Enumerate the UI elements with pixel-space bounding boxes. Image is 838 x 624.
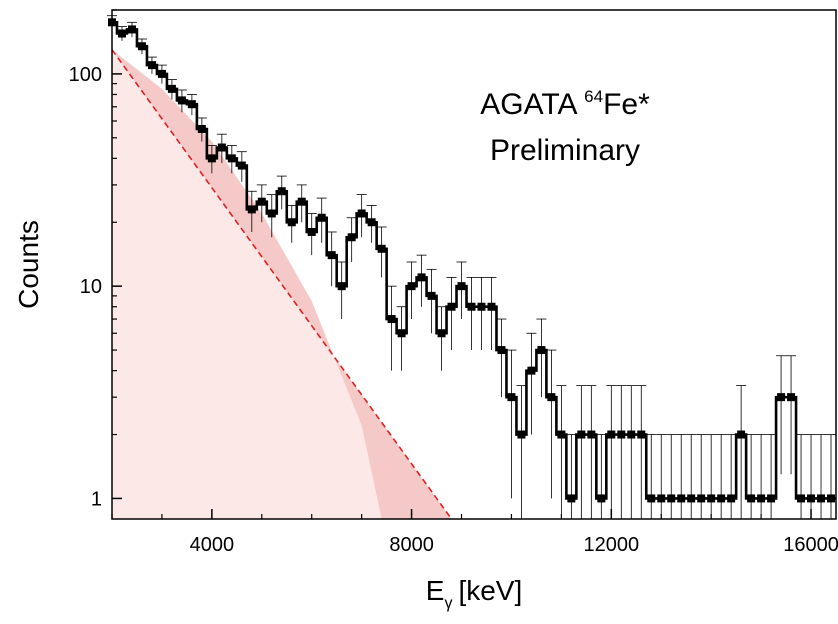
data-point bbox=[707, 494, 716, 503]
data-point bbox=[467, 302, 476, 311]
y-tick-label: 10 bbox=[80, 276, 102, 298]
data-point bbox=[487, 302, 496, 311]
data-point bbox=[537, 346, 546, 355]
x-tick-label: 8000 bbox=[389, 534, 434, 556]
data-point bbox=[687, 494, 696, 503]
data-point bbox=[167, 84, 176, 93]
data-point bbox=[127, 25, 136, 34]
data-point bbox=[247, 205, 256, 214]
data-point bbox=[597, 494, 606, 503]
data-point bbox=[477, 302, 486, 311]
data-point bbox=[117, 29, 126, 38]
data-point bbox=[737, 430, 746, 439]
data-point bbox=[567, 494, 576, 503]
data-point bbox=[267, 209, 276, 218]
data-point bbox=[657, 494, 666, 503]
data-point bbox=[297, 197, 306, 206]
data-point bbox=[277, 187, 286, 196]
data-point bbox=[157, 69, 166, 78]
data-point bbox=[177, 96, 186, 105]
data-point bbox=[747, 494, 756, 503]
data-point bbox=[807, 494, 816, 503]
data-point bbox=[307, 227, 316, 236]
data-point bbox=[337, 282, 346, 291]
data-point bbox=[497, 346, 506, 355]
plot-frame bbox=[111, 9, 837, 520]
x-tick-label: 12000 bbox=[583, 534, 639, 556]
data-point bbox=[287, 218, 296, 227]
y-axis-label: Counts bbox=[13, 220, 44, 309]
annotation-line1: AGATA 64Fe* bbox=[480, 87, 650, 121]
fit-line bbox=[111, 49, 453, 520]
data-point bbox=[447, 302, 456, 311]
data-point bbox=[557, 430, 566, 439]
data-point bbox=[697, 494, 706, 503]
data-point bbox=[817, 494, 826, 503]
annotation-line2: Preliminary bbox=[490, 134, 640, 167]
x-tick-label: 16000 bbox=[783, 534, 838, 556]
data-point bbox=[197, 125, 206, 134]
data-point bbox=[367, 218, 376, 227]
data-point bbox=[787, 393, 796, 402]
data-point bbox=[257, 197, 266, 206]
data-point bbox=[147, 61, 156, 70]
annotation-superscript: 64 bbox=[584, 87, 603, 106]
annotation-prefix: AGATA bbox=[480, 88, 584, 121]
data-point bbox=[217, 143, 226, 152]
data-point bbox=[677, 494, 686, 503]
y-tick-label: 1 bbox=[91, 488, 102, 510]
data-point bbox=[207, 154, 216, 163]
data-point bbox=[517, 430, 526, 439]
data-point bbox=[357, 209, 366, 218]
data-point bbox=[437, 329, 446, 338]
data-point bbox=[627, 430, 636, 439]
data-point bbox=[527, 366, 536, 375]
band-light bbox=[112, 49, 382, 520]
x-axis-label: Eγ [keV] bbox=[426, 575, 523, 612]
data-point bbox=[617, 430, 626, 439]
x-tick-label: 4000 bbox=[190, 534, 235, 556]
data-markers bbox=[108, 18, 836, 503]
data-point bbox=[587, 430, 596, 439]
y-axis-ticks: 1 10 100 bbox=[69, 9, 122, 510]
data-point bbox=[137, 42, 146, 51]
data-point bbox=[397, 329, 406, 338]
data-point bbox=[187, 100, 196, 109]
x-axis-label-symbol: E bbox=[426, 575, 445, 606]
annotation-suffix: Fe* bbox=[603, 88, 650, 121]
data-point bbox=[507, 393, 516, 402]
data-point bbox=[547, 393, 556, 402]
x-axis-ticks: 4000 8000 12000 16000 bbox=[111, 509, 838, 556]
data-point bbox=[767, 494, 776, 503]
y-tick-label: 100 bbox=[69, 64, 102, 86]
data-point bbox=[417, 273, 426, 282]
data-point bbox=[327, 251, 336, 260]
data-point bbox=[757, 494, 766, 503]
data-point bbox=[377, 244, 386, 253]
data-point bbox=[237, 161, 246, 170]
data-point bbox=[457, 282, 466, 291]
data-point bbox=[827, 494, 836, 503]
x-axis-label-subscript: γ bbox=[444, 595, 452, 612]
data-point bbox=[667, 494, 676, 503]
data-point bbox=[577, 430, 586, 439]
data-point bbox=[777, 393, 786, 402]
data-point bbox=[797, 494, 806, 503]
data-point bbox=[637, 430, 646, 439]
data-point bbox=[347, 233, 356, 242]
data-point bbox=[317, 213, 326, 222]
data-point bbox=[727, 494, 736, 503]
data-point bbox=[717, 494, 726, 503]
data-point bbox=[647, 494, 656, 503]
x-axis-label-unit: [keV] bbox=[458, 575, 522, 606]
data-point bbox=[227, 154, 236, 163]
data-point bbox=[607, 430, 616, 439]
data-point bbox=[427, 291, 436, 300]
fit-curve bbox=[111, 49, 453, 520]
data-point bbox=[407, 282, 416, 291]
data-point bbox=[387, 315, 396, 324]
